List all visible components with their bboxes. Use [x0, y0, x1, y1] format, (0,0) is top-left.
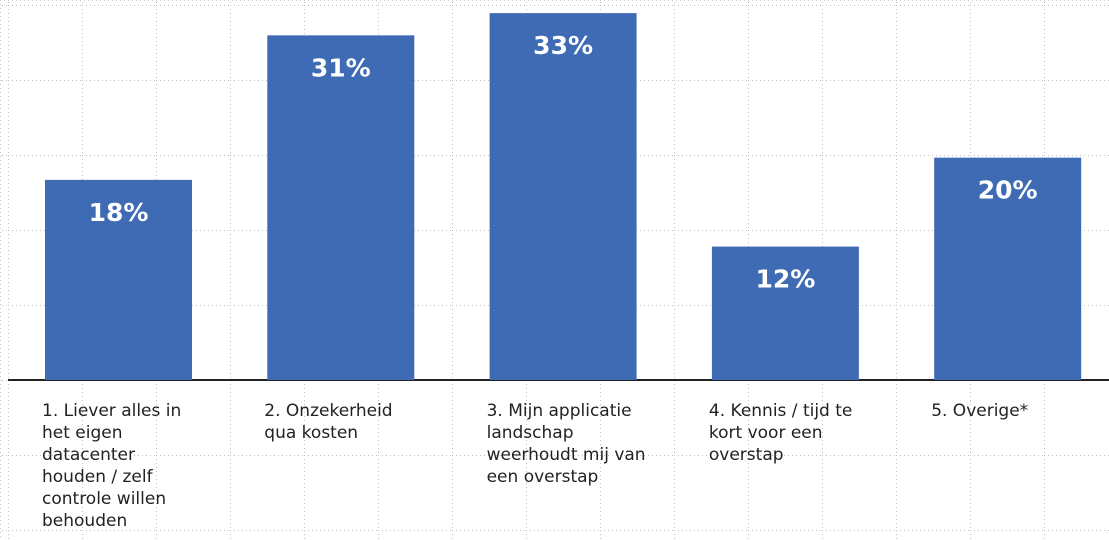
- bar: [267, 35, 415, 381]
- value-label: 20%: [978, 176, 1038, 205]
- value-label: 12%: [755, 265, 815, 294]
- x-tick-label: 1. Liever alles in het eigen datacenter …: [42, 401, 182, 531]
- bar: [934, 157, 1082, 380]
- bar: [489, 13, 637, 381]
- x-tick-label: 4. Kennis / tijd te kort voor een overst…: [708, 401, 853, 465]
- value-label: 18%: [89, 198, 149, 227]
- value-label: 33%: [533, 31, 593, 60]
- bar: [45, 179, 192, 380]
- bar: [711, 246, 859, 380]
- x-tick-label: 2. Onzekerheid qua kosten: [264, 401, 393, 443]
- value-label: 31%: [311, 53, 371, 82]
- x-tick-label: 5. Overige*: [931, 401, 1029, 421]
- x-tick-label: 3. Mijn applicatie landschap weerhoudt m…: [486, 401, 646, 487]
